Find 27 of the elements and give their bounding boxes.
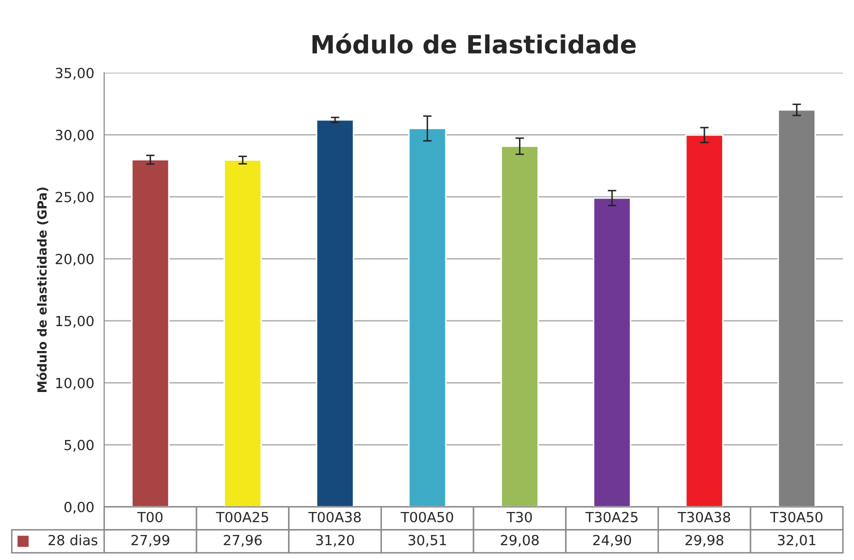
y-tick-label: 10,00 [56,378,94,390]
y-tick-label: 30,00 [56,130,94,142]
y-axis-title: Módulo de elasticidade (GPa) [36,188,48,392]
data-label: 31,20 [316,534,354,547]
x-tick-label: T30A50 [770,512,822,522]
y-tick-label: 35,00 [56,68,94,80]
x-tick-label: T00A25 [216,512,268,522]
x-tick-label: T30A25 [585,512,638,522]
y-tick-label: 5,00 [64,440,94,452]
legend-label: 28 dias [48,534,98,546]
x-tick-label: T30A38 [678,512,730,522]
y-tick-label: 20,00 [56,254,94,266]
data-label: 32,01 [778,534,816,547]
data-label: 29,98 [686,534,724,547]
x-tick-label: T00A38 [308,512,361,522]
x-tick-label: T00A50 [400,512,454,522]
x-tick-label: T00 [137,512,163,522]
y-tick-label: 15,00 [56,316,94,328]
y-tick-label: 25,00 [56,192,94,204]
data-label: 24,90 [593,534,632,547]
chart-title: Módulo de Elasticidade [312,33,636,54]
data-label: 27,99 [131,534,170,547]
y-tick-label: 0,00 [64,502,94,514]
x-tick-label: T30 [506,512,532,522]
data-label: 30,51 [408,534,446,547]
data-label: 27,96 [224,534,262,547]
data-label: 29,08 [500,534,539,547]
